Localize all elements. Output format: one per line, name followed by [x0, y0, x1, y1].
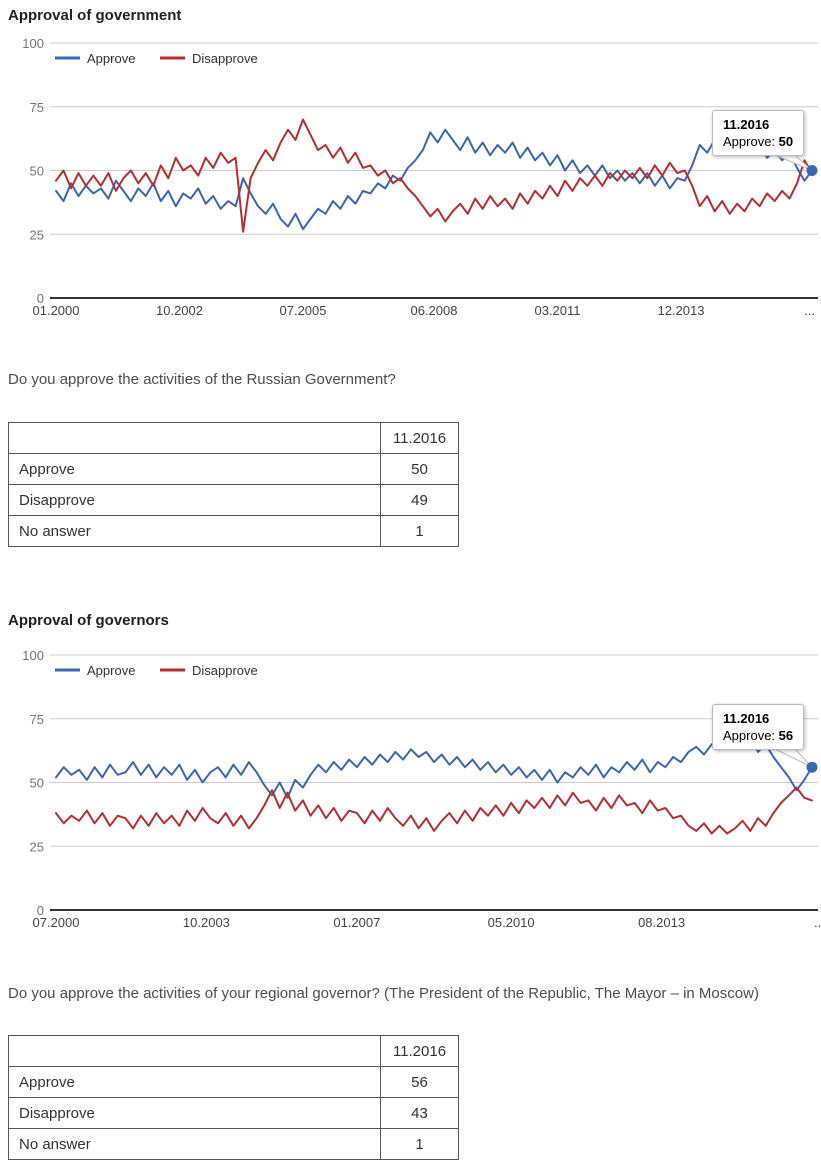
x-tick-label: 07.2005: [280, 303, 327, 318]
tooltip-value-line: Approve: 50: [723, 133, 793, 150]
empty-header-cell: [8, 422, 381, 454]
x-tick-label: 08.2013: [638, 915, 685, 930]
tooltip-value: 56: [778, 728, 794, 743]
line-chart-government[interactable]: 100 75 50 25 001.2000 10.2002 07.2005 06.2008 03…: [0, 30, 821, 340]
x-axis-ellipsis: ...: [804, 303, 815, 318]
legend-label-approve: Approve: [87, 663, 135, 678]
x-tick-label: 06.2008: [411, 303, 458, 318]
row-value: 56: [380, 1066, 459, 1098]
row-value: 50: [380, 453, 459, 485]
series-line-approve: [55, 128, 813, 231]
chart-tooltip: 11.2016 Approve: 56: [712, 704, 805, 750]
table-header-row: 11.2016: [8, 422, 459, 454]
survey-question-government: Do you approve the activities of the Rus…: [8, 371, 396, 388]
date-header-cell: 11.2016: [380, 422, 459, 454]
tooltip-series-label: Approve:: [723, 728, 776, 743]
x-tick-label: 07.2000: [33, 915, 80, 930]
y-tick-label: 75: [30, 100, 44, 115]
tooltip-value: 50: [778, 134, 794, 149]
tooltip-value-line: Approve: 56: [723, 727, 793, 744]
y-tick-label: 100: [22, 36, 44, 51]
results-table-government: 11.2016 Approve 50 Disapprove 49 No answ…: [8, 422, 459, 547]
empty-header-cell: [8, 1035, 381, 1067]
chart-title-governors: Approval of governors: [8, 612, 169, 629]
y-tick-label: 0: [37, 903, 44, 918]
tooltip-date: 11.2016: [723, 117, 770, 132]
x-tick-label: 01.2000: [33, 303, 80, 318]
table-row: Approve 50: [8, 453, 459, 485]
line-chart-governors[interactable]: 100 75 50 25 007.2000 10.2003 01.2007 05.2010 08…: [0, 642, 821, 952]
results-table-governors: 11.2016 Approve 56 Disapprove 43 No answ…: [8, 1035, 459, 1160]
y-tick-label: 50: [30, 164, 44, 179]
y-tick-label: 25: [30, 227, 44, 242]
row-value: 43: [380, 1097, 459, 1129]
x-tick-label: 10.2002: [156, 303, 203, 318]
y-tick-label: 100: [22, 648, 44, 663]
row-label: Disapprove: [8, 484, 381, 516]
table-row: No answer 1: [8, 515, 459, 547]
series-line-disapprove: [55, 118, 813, 233]
series-line-approve: [55, 735, 813, 799]
table-row: Disapprove 49: [8, 484, 459, 516]
survey-question-governors: Do you approve the activities of your re…: [8, 985, 759, 1002]
x-axis-ellipsis: ...: [814, 915, 821, 930]
row-value: 1: [380, 515, 459, 547]
row-value: 1: [380, 1128, 459, 1160]
chart-title-government: Approval of government: [8, 7, 182, 24]
x-tick-label: 05.2010: [488, 915, 535, 930]
end-point-dot: [806, 165, 818, 176]
row-label: Approve: [8, 453, 381, 485]
row-value: 49: [380, 484, 459, 516]
table-row: No answer 1: [8, 1128, 459, 1160]
government-approval-chart: 100 75 50 25 0 01.2000 10.2002 07.2005 06.2008 03…: [0, 30, 821, 340]
row-label: No answer: [8, 1128, 381, 1160]
table-row: Approve 56: [8, 1066, 459, 1098]
series-line-disapprove: [55, 786, 813, 835]
y-tick-label: 75: [30, 712, 44, 727]
legend-label-disapprove: Disapprove: [192, 663, 258, 678]
legend-label-approve: Approve: [87, 51, 135, 66]
tooltip-callout: [774, 748, 813, 768]
row-label: Approve: [8, 1066, 381, 1098]
chart-tooltip: 11.2016 Approve: 50: [712, 110, 805, 156]
row-label: No answer: [8, 515, 381, 547]
end-point-dot: [806, 761, 818, 773]
tooltip-date: 11.2016: [723, 711, 770, 726]
x-tick-label: 01.2007: [333, 915, 380, 930]
governors-approval-chart: 100 75 50 25 0 07.2000 10.2003 01.2007 05.2010 08…: [0, 642, 821, 952]
tooltip-series-label: Approve:: [723, 134, 776, 149]
table-row: Disapprove 43: [8, 1097, 459, 1129]
x-tick-label: 03.2011: [534, 303, 580, 318]
legend-label-disapprove: Disapprove: [192, 51, 258, 66]
y-tick-label: 0: [37, 291, 44, 306]
x-tick-label: 12.2013: [658, 303, 705, 318]
date-header-cell: 11.2016: [380, 1035, 459, 1067]
row-label: Disapprove: [8, 1097, 381, 1129]
y-tick-label: 50: [30, 776, 44, 791]
y-tick-label: 25: [30, 839, 44, 854]
x-tick-label: 10.2003: [183, 915, 230, 930]
table-header-row: 11.2016: [8, 1035, 459, 1067]
